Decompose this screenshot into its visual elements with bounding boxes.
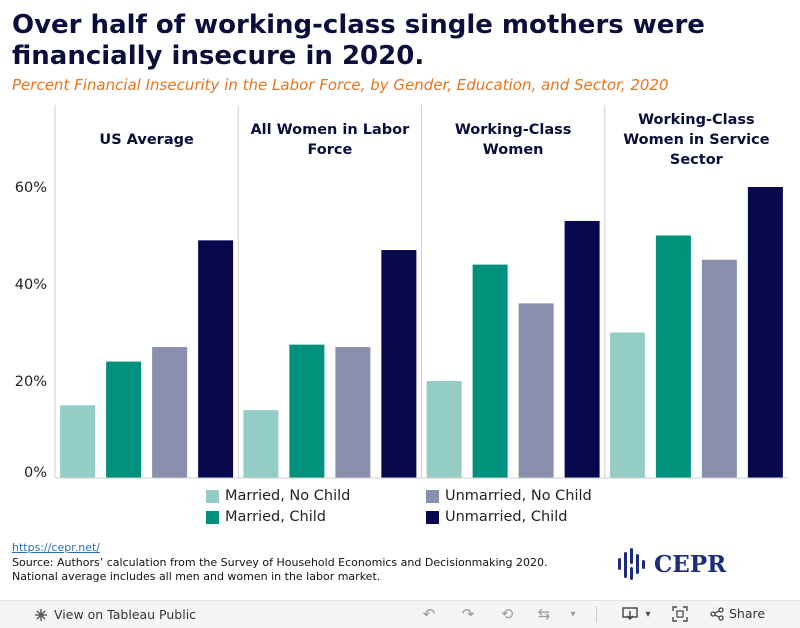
legend-item-married-child[interactable]: Married, Child bbox=[206, 507, 326, 527]
share-label: Share bbox=[729, 606, 766, 621]
legend-label: Unmarried, No Child bbox=[445, 488, 592, 504]
legend-label: Married, No Child bbox=[225, 488, 351, 504]
panel-header-line: Force bbox=[307, 142, 352, 158]
undo-icon[interactable]: ↶ bbox=[422, 605, 436, 623]
y-tick-label: 0% bbox=[24, 465, 47, 481]
revert-icon[interactable]: ⟲ bbox=[500, 605, 514, 623]
legend-item-married-no-child[interactable]: Married, No Child bbox=[206, 486, 350, 506]
bar bbox=[381, 250, 417, 478]
cepr-logo-icon bbox=[618, 548, 645, 580]
legend-item-unmarried-child[interactable]: Unmarried, Child bbox=[426, 507, 567, 527]
panel-header: Working-Class Women bbox=[455, 122, 572, 158]
refresh-icon[interactable]: ⇆ bbox=[537, 605, 551, 623]
legend-swatch bbox=[426, 489, 439, 503]
y-tick-label: 60% bbox=[15, 180, 47, 196]
tableau-footer: View on Tableau Public ↶ ↷ ⟲ ⇆ ▾ ▾ Share bbox=[0, 600, 800, 628]
view-on-tableau-button[interactable]: View on Tableau Public bbox=[34, 607, 196, 622]
legend-label: Married, Child bbox=[225, 509, 327, 525]
cepr-logo-text: CEPR bbox=[654, 550, 727, 578]
download-chevron-down-icon[interactable]: ▾ bbox=[645, 608, 651, 620]
panel-header-line: Women in Service bbox=[623, 132, 770, 148]
panel-header-line: US Average bbox=[99, 132, 194, 148]
panel-header: Working-Class Women in Service Sector bbox=[623, 112, 770, 168]
bar bbox=[701, 259, 737, 478]
chart-legend: Married, No Child Married, Child Unmarri… bbox=[206, 486, 626, 530]
bar bbox=[747, 187, 783, 478]
bar bbox=[518, 303, 554, 478]
share-button[interactable]: Share bbox=[710, 606, 765, 621]
bar bbox=[60, 405, 96, 478]
chevron-down-icon[interactable]: ▾ bbox=[570, 608, 576, 620]
bar bbox=[564, 220, 600, 478]
source-note: Source: Authors’ calculation from the Su… bbox=[12, 556, 548, 583]
redo-icon[interactable]: ↷ bbox=[461, 605, 475, 623]
panel-header-line: Working-Class bbox=[638, 112, 755, 128]
bar bbox=[152, 347, 188, 478]
bar bbox=[243, 410, 279, 478]
bar bbox=[289, 344, 325, 478]
y-tick-label: 40% bbox=[15, 277, 47, 293]
cepr-logo: CEPR bbox=[616, 544, 736, 584]
legend-label: Unmarried, Child bbox=[445, 509, 568, 525]
bar bbox=[426, 381, 462, 478]
bar bbox=[106, 361, 142, 478]
toolbar-divider bbox=[596, 606, 597, 622]
source-link[interactable]: https://cepr.net/ bbox=[12, 541, 100, 554]
panel-header-line: All Women in Labor bbox=[250, 122, 410, 138]
panel-header-line: Working-Class bbox=[455, 122, 572, 138]
tableau-icon bbox=[35, 608, 47, 621]
panel-header-line: Women bbox=[483, 142, 544, 158]
legend-swatch bbox=[206, 510, 219, 524]
panel-header: US Average bbox=[99, 132, 194, 148]
panel-header: All Women in Labor Force bbox=[250, 122, 410, 158]
y-tick-label: 20% bbox=[15, 374, 47, 390]
legend-swatch bbox=[426, 510, 439, 524]
bar bbox=[472, 264, 508, 478]
bar bbox=[655, 235, 691, 478]
panel-header-line: Sector bbox=[670, 152, 724, 168]
fullscreen-icon[interactable] bbox=[670, 605, 690, 623]
download-icon[interactable] bbox=[620, 605, 640, 623]
legend-swatch bbox=[206, 489, 219, 503]
view-on-tableau-label: View on Tableau Public bbox=[54, 607, 197, 622]
share-icon bbox=[710, 606, 724, 621]
bar bbox=[609, 332, 645, 478]
bar bbox=[335, 347, 371, 478]
bar bbox=[198, 240, 234, 478]
chart-title: Over half of working-class single mother… bbox=[12, 10, 705, 71]
chart-subtitle: Percent Financial Insecurity in the Labo… bbox=[12, 76, 669, 94]
bar-chart: 0% 20% 40% 60% US Average All Women in Labor F… bbox=[15, 105, 788, 481]
legend-item-unmarried-no-child[interactable]: Unmarried, No Child bbox=[426, 486, 592, 506]
